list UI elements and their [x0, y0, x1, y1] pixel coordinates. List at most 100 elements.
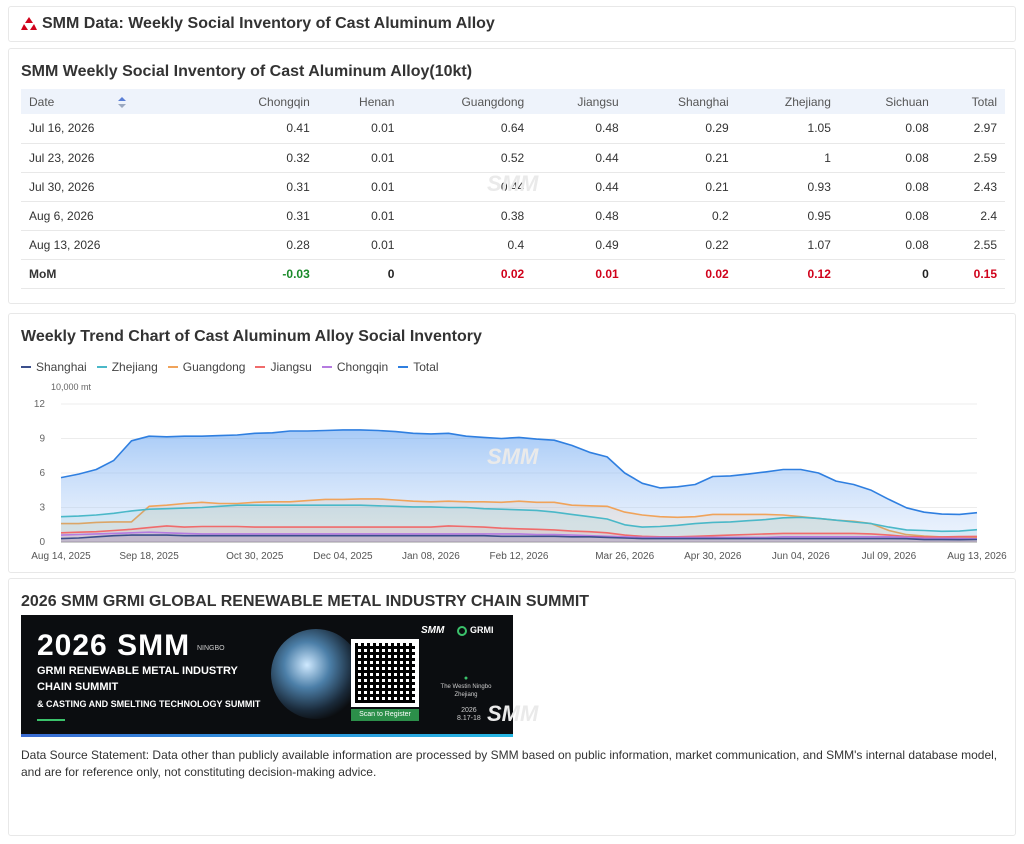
trend-chart: 10,000 mt 0 3 6 9 12 Aug 14, 2025 Sep 18, 2025 O…	[31, 382, 1007, 562]
table-cell: Aug 6, 2026	[21, 201, 207, 231]
column-header-shanghai: Shanghai	[677, 94, 729, 109]
table-cell: 1.05	[736, 114, 839, 144]
legend-swatch	[167, 366, 178, 368]
y-axis-unit-label: 10,000 mt	[51, 382, 92, 392]
data-source-statement: Data Source Statement: Data other than p…	[21, 748, 998, 779]
sort-icon[interactable]	[117, 96, 126, 108]
table-body: Jul 16, 2026 0.41 0.01 0.64 0.48 0.29 1.…	[21, 114, 1005, 289]
column-header-sichuan: Sichuan	[885, 94, 929, 109]
legend-label: Jiangsu	[270, 360, 312, 374]
table-cell: 0.01	[317, 172, 403, 202]
table-cell: 0.48	[532, 201, 627, 231]
qr-code-icon[interactable]	[351, 639, 419, 707]
series-area-zhejiang	[61, 505, 977, 542]
series-area-guangdong	[61, 498, 977, 542]
column-header-jiangsu: Jiangsu	[577, 94, 619, 109]
y-tick-label: 6	[39, 468, 45, 479]
banner-metal-sphere-image	[271, 629, 361, 719]
legend-label: Chongqin	[336, 360, 389, 374]
legend-item-total[interactable]: Total	[398, 360, 439, 374]
mom-cell: 0.15	[936, 259, 1005, 289]
legend-item-chongqin[interactable]: Chongqin	[321, 360, 389, 374]
banner-year-text: 2026 SMM	[37, 629, 191, 662]
scan-to-register-label: Scan to Register	[351, 709, 419, 721]
table-cell: 0.32	[206, 143, 318, 173]
column-header-henan: Henan	[359, 94, 395, 109]
table-cell: Jul 30, 2026	[21, 172, 207, 202]
banner-line-2: CHAIN SUMMIT	[37, 681, 119, 693]
location-pin-icon: ●	[463, 675, 469, 682]
summit-banner[interactable]: 2026 SMM NINGBO GRMI RENEWABLE METAL IND…	[21, 615, 513, 737]
x-tick-label: Jun 04, 2026	[772, 551, 830, 562]
series-line-shanghai	[60, 534, 978, 541]
x-tick-label: Apr 30, 2026	[684, 551, 742, 562]
mom-cell: 0.01	[532, 259, 627, 289]
legend-label: Total	[413, 360, 439, 374]
mom-cell: 0	[838, 259, 937, 289]
table-cell: 0.93	[736, 172, 839, 202]
series-line-zhejiang	[60, 504, 978, 533]
mom-row: MoM -0.03 0 0.02 0.01 0.02 0.12 0 0.15	[21, 259, 1005, 289]
x-tick-label: Dec 04, 2025	[313, 551, 373, 562]
table-cell: 0.52	[402, 143, 533, 173]
table-row: Jul 23, 2026 0.32 0.01 0.52 0.44 0.21 1 …	[21, 143, 1005, 173]
x-tick-label: Sep 18, 2025	[119, 551, 179, 562]
series-line-total	[60, 429, 978, 516]
banner-date: 2026 8.17-18	[457, 707, 481, 722]
banner-line-1: GRMI RENEWABLE METAL INDUSTRY	[37, 665, 238, 677]
y-tick-label: 0	[39, 537, 45, 548]
table-cell: 0.31	[206, 172, 318, 202]
table-cell: 0.08	[838, 230, 937, 260]
column-header-chongqin: Chongqin	[258, 94, 310, 109]
table-cell: 2.4	[936, 201, 1005, 231]
table-cell: 0.31	[206, 201, 318, 231]
table-cell: 0.21	[626, 172, 737, 202]
legend-swatch	[21, 366, 31, 368]
x-tick-label: Feb 12, 2026	[490, 551, 549, 562]
banner-accent-line	[37, 719, 65, 721]
mom-cell: 0.02	[402, 259, 533, 289]
legend-label: Shanghai	[36, 360, 87, 374]
table-cell: 0.49	[532, 230, 627, 260]
banner-city-tag: NINGBO	[197, 645, 225, 652]
legend-label: Guangdong	[182, 360, 246, 374]
legend-label: Zhejiang	[111, 360, 158, 374]
chart-title: Weekly Trend Chart of Cast Aluminum Allo…	[21, 328, 482, 345]
x-tick-label: Mar 26, 2026	[595, 551, 654, 562]
inventory-table-card: SMM Weekly Social Inventory of Cast Alum…	[8, 48, 1016, 304]
y-tick-label: 3	[39, 503, 45, 514]
banner-line-3: & CASTING AND SMELTING TECHNOLOGY SUMMIT	[37, 699, 261, 709]
table-cell: Aug 13, 2026	[21, 230, 207, 260]
table-cell: 1.07	[736, 230, 839, 260]
table-cell: 0.44	[402, 172, 533, 202]
legend-item-zhejiang[interactable]: Zhejiang	[96, 360, 158, 374]
table-cell: 0.08	[838, 114, 937, 144]
mom-label: MoM	[21, 259, 207, 289]
table-cell: 2.43	[936, 172, 1005, 202]
table-cell: 0.01	[317, 114, 403, 144]
table-cell: 0.08	[838, 172, 937, 202]
table-cell: 0.44	[532, 143, 627, 173]
mom-cell: 0.12	[736, 259, 839, 289]
legend-item-guangdong[interactable]: Guangdong	[167, 360, 246, 374]
table-cell: 0.48	[532, 114, 627, 144]
series-line-chongqin	[60, 531, 978, 540]
table-cell: 0.01	[317, 201, 403, 231]
column-header-date[interactable]: Date	[21, 89, 207, 114]
table-cell: 0.01	[317, 143, 403, 173]
legend-item-jiangsu[interactable]: Jiangsu	[255, 360, 312, 374]
legend-swatch	[321, 366, 332, 368]
column-header-zhejiang: Zhejiang	[784, 94, 831, 109]
table-cell: 0.4	[402, 230, 533, 260]
series-area-shanghai	[61, 535, 977, 542]
banner-venue: ● The Westin Ningbo Zhejiang	[435, 675, 497, 699]
x-tick-label: Aug 13, 2026	[947, 551, 1007, 562]
column-header-total: Total	[971, 94, 997, 109]
table-cell: 0.2	[626, 201, 737, 231]
table-row: Jul 30, 2026 0.31 0.01 0.44 0.44 0.21 0.…	[21, 172, 1005, 202]
x-tick-label: Aug 14, 2025	[31, 551, 91, 562]
table-cell: 0.95	[736, 201, 839, 231]
legend-item-shanghai[interactable]: Shanghai	[21, 360, 87, 374]
table-cell: 0.44	[532, 172, 627, 202]
table-cell: 0.41	[206, 114, 318, 144]
